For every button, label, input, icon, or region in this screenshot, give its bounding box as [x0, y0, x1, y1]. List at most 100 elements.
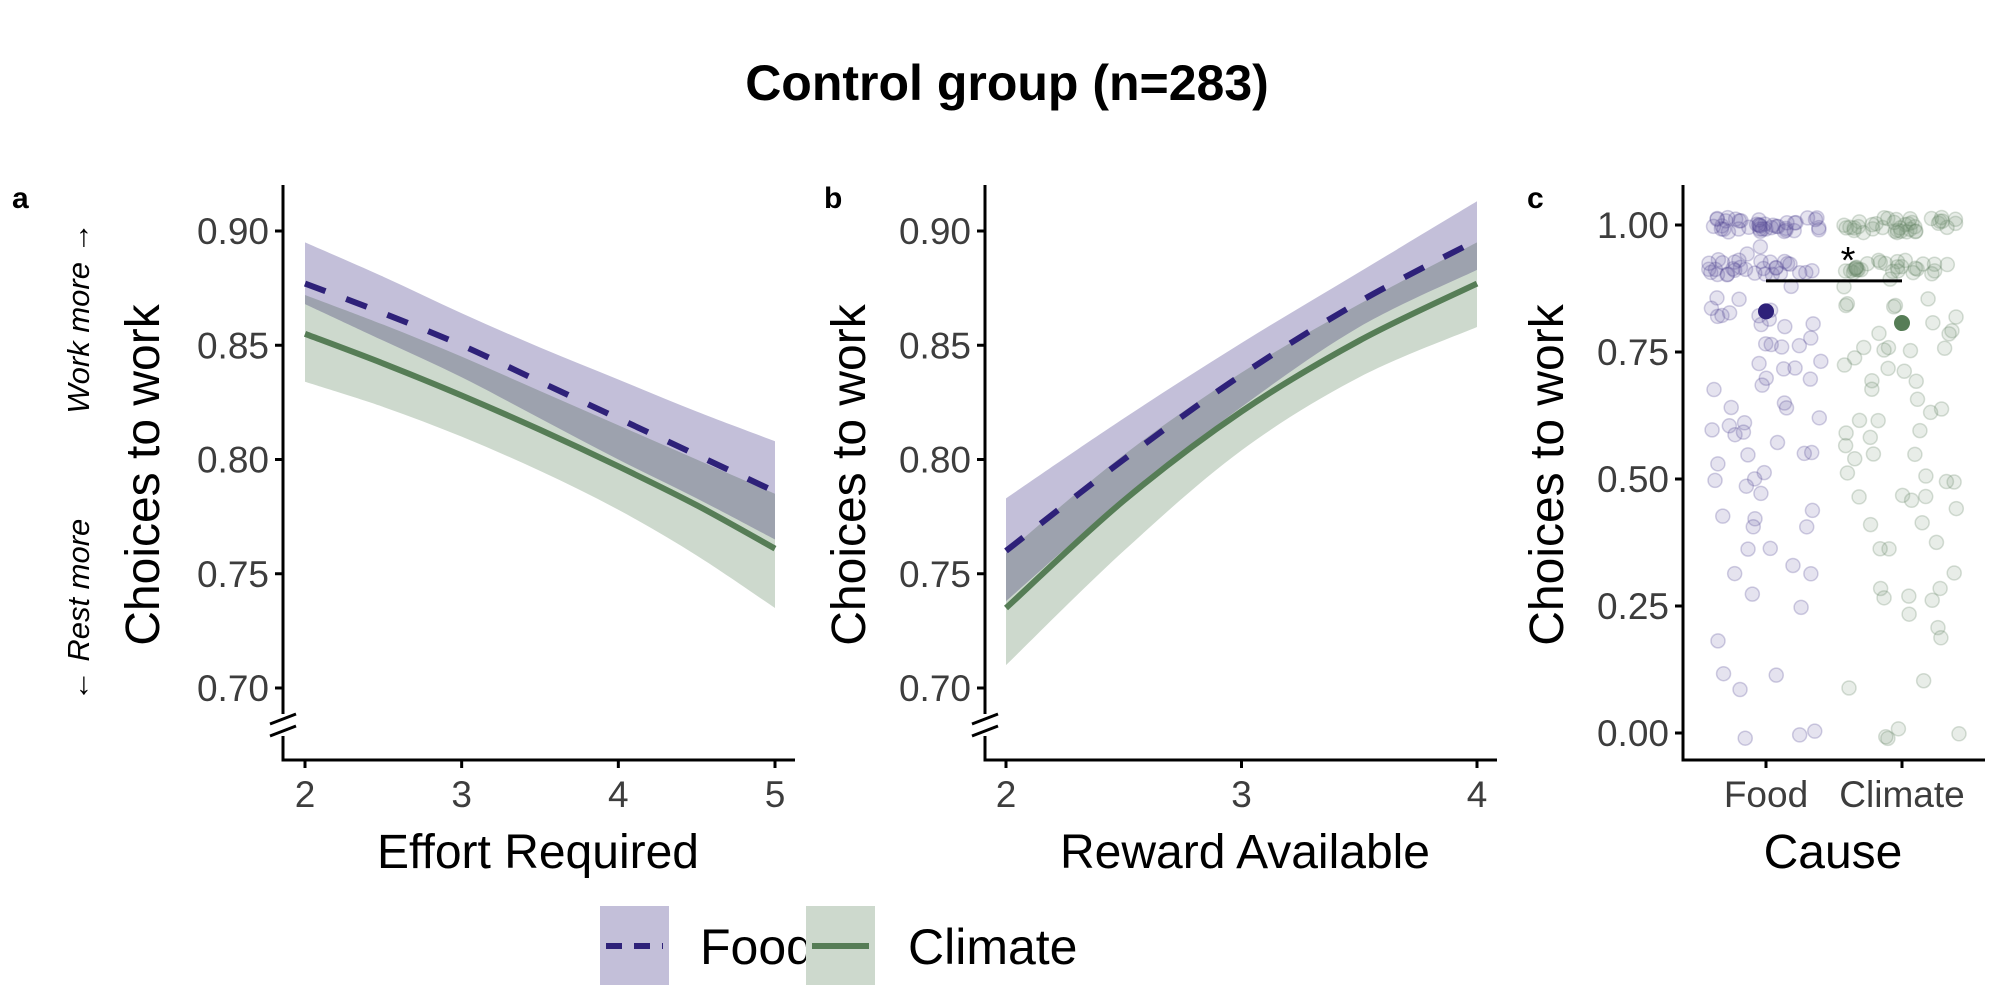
y-tick-label: 0.50	[1597, 459, 1669, 500]
panel-c: c 0.00 0.25 0.50 0.75 1.00 Food Climate * Cho…	[1521, 182, 1985, 879]
data-point-climate	[1851, 489, 1867, 505]
data-point-climate	[1848, 259, 1865, 275]
data-point-food	[1707, 261, 1724, 278]
data-point-climate	[1838, 220, 1854, 236]
x-tick-label: 2	[996, 774, 1017, 815]
data-point-food	[1762, 540, 1779, 557]
data-point-food	[1809, 210, 1825, 226]
data-point-food	[1753, 253, 1769, 270]
y-axis: 0.00 0.25 0.50 0.75 1.00	[1597, 185, 1685, 760]
data-point-climate	[1926, 256, 1943, 272]
data-point-climate	[1897, 252, 1914, 269]
data-point-food	[1751, 217, 1767, 233]
data-point-climate	[1870, 252, 1887, 269]
y-tick-label: 0.75	[899, 554, 971, 595]
x-axis: Food Climate	[1681, 758, 1985, 815]
data-point-food	[1778, 400, 1795, 416]
data-point-food	[1710, 633, 1726, 649]
data-point-climate	[1889, 259, 1906, 275]
data-point-food	[1775, 361, 1792, 377]
axis-break-mark	[971, 712, 999, 726]
data-point-climate	[1898, 224, 1915, 240]
data-point-climate	[1837, 437, 1854, 454]
data-point-food	[1725, 261, 1741, 277]
data-point-climate	[1934, 213, 1951, 229]
data-point-food	[1701, 261, 1717, 278]
data-point-food	[1751, 355, 1767, 372]
y-tick-label: 0.90	[899, 211, 971, 252]
data-point-food	[1786, 222, 1802, 239]
figure-title: Control group (n=283)	[745, 55, 1269, 111]
data-point-climate	[1909, 261, 1925, 277]
data-point-food	[1713, 221, 1730, 237]
data-point-food	[1778, 222, 1794, 238]
data-point-climate	[1889, 253, 1906, 270]
y-axis-label: Choices to work	[1521, 303, 1574, 645]
y-tick-label: 0.90	[197, 211, 269, 252]
data-point-food	[1740, 541, 1756, 557]
line-climate	[1003, 280, 1479, 611]
data-point-climate	[1886, 214, 1902, 231]
data-point-food	[1803, 330, 1819, 346]
data-point-food	[1811, 410, 1828, 426]
data-point-food	[1783, 278, 1799, 295]
x-axis: 2 3 4 5	[281, 758, 795, 815]
legend-item-climate[interactable]: Climate	[806, 906, 1077, 985]
data-point-climate	[1837, 263, 1854, 279]
x-axis-label: Cause	[1764, 826, 1903, 879]
data-point-food	[1768, 218, 1785, 235]
data-point-climate	[1850, 218, 1867, 235]
data-point-food	[1758, 221, 1774, 237]
data-point-food	[1807, 723, 1823, 739]
panel-a: a 0.70 0.75 0.80 0.85 0.90 2 3 4 5 Choices to w…	[12, 182, 795, 879]
data-point-food	[1726, 565, 1743, 582]
x-tick-label: 5	[765, 774, 786, 815]
data-point-food	[1791, 727, 1808, 743]
data-point-climate	[1838, 425, 1854, 441]
y-tick-label: 1.00	[1597, 205, 1669, 246]
data-point-climate	[1885, 299, 1902, 315]
data-point-food	[1740, 447, 1756, 463]
data-point-food	[1714, 218, 1730, 234]
legend-item-food[interactable]: Food	[600, 906, 814, 985]
data-point-food	[1709, 308, 1726, 325]
data-point-climate	[1884, 263, 1901, 280]
data-point-food	[1718, 213, 1734, 229]
ci-ribbon-climate	[1006, 242, 1477, 666]
data-point-food	[1757, 266, 1774, 282]
line-climate	[303, 331, 777, 552]
data-point-climate	[1890, 263, 1906, 279]
mean-point-climate	[1894, 315, 1910, 332]
data-point-climate	[1864, 216, 1880, 233]
data-point-food	[1762, 254, 1779, 270]
data-point-food	[1714, 254, 1731, 271]
data-point-food	[1802, 371, 1819, 387]
y-tick-label: 0.70	[197, 668, 269, 709]
data-point-climate	[1907, 260, 1924, 276]
data-point-climate	[1936, 340, 1953, 356]
data-point-climate	[1939, 219, 1955, 236]
legend-label-climate: Climate	[908, 919, 1077, 975]
data-point-food	[1769, 434, 1786, 451]
data-point-climate	[1881, 541, 1897, 557]
data-point-food	[1799, 210, 1816, 226]
data-point-climate	[1871, 325, 1887, 342]
data-point-climate	[1872, 254, 1888, 271]
line-food	[1004, 237, 1479, 554]
data-point-food	[1757, 336, 1774, 352]
data-point-climate	[1839, 296, 1856, 312]
data-point-climate	[1851, 214, 1868, 230]
data-point-food	[1731, 291, 1747, 308]
data-point-climate	[1872, 580, 1889, 597]
data-point-climate	[1865, 221, 1881, 237]
lines	[303, 280, 777, 552]
ci-ribbon-climate	[305, 294, 775, 609]
data-point-climate	[1901, 606, 1917, 622]
data-point-food	[1804, 263, 1820, 279]
data-point-food	[1763, 219, 1780, 236]
data-point-climate	[1926, 263, 1943, 279]
data-point-food	[1755, 260, 1772, 277]
data-point-food	[1807, 211, 1824, 228]
data-point-climate	[1907, 219, 1923, 235]
data-point-food	[1738, 478, 1755, 494]
